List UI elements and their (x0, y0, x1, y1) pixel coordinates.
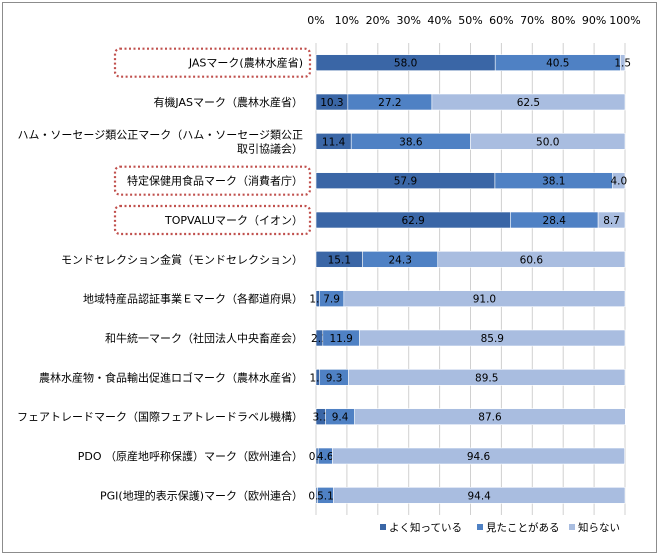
category-label: 農林水産物・食品輸出促進ロゴマーク（農林水産省） (39, 370, 303, 384)
data-label: 57.9 (394, 176, 417, 188)
legend-label: よく知っている (389, 521, 462, 534)
stacked-bar-chart: 0% 10% 20% 30% 40% 50% 60% 70% 80% 90% 100% 58.0 40… (17, 14, 641, 534)
bar-segment (333, 487, 626, 504)
category-label: モンドセレクション金賞（モンドセレクション） (61, 252, 303, 266)
bar-segment (348, 369, 626, 386)
data-label: 10.3 (320, 97, 343, 109)
data-label: 38.6 (399, 136, 423, 148)
bar-segment (437, 251, 626, 268)
bar-segment (470, 133, 626, 150)
data-label: 50.0 (536, 136, 559, 148)
data-label: 27.2 (378, 97, 401, 109)
data-label: 62.9 (401, 215, 424, 227)
data-label: 9.3 (326, 372, 343, 384)
data-label: 94.4 (467, 490, 491, 502)
x-tick-label: 10% (335, 14, 359, 27)
category-label: 取引協議会） (237, 141, 303, 155)
gridlines (315, 43, 626, 515)
category-label: ハム・ソーセージ類公正マーク（ハム・ソーセージ類公正 (17, 128, 303, 141)
bar-segment (620, 54, 626, 71)
x-axis-tick-labels: 0% 10% 20% 30% 40% 50% 60% 70% 80% 90% 100% (307, 14, 640, 27)
data-label: 85.9 (481, 333, 504, 345)
bar-segment (343, 290, 626, 307)
data-label: 4.6 (317, 451, 334, 463)
category-label: PDO （原産地呼称保護）マーク（欧州連合） (78, 449, 303, 463)
data-label: 62.5 (517, 97, 540, 109)
highlight-frame (113, 47, 312, 78)
data-label: 11.9 (329, 333, 352, 345)
x-tick-label: 30% (396, 14, 420, 27)
data-label: 11.4 (322, 136, 346, 148)
x-tick-label: 90% (582, 14, 606, 27)
bar-segment (612, 172, 626, 189)
category-labels: JASマーク(農林水産省) 有機JASマーク（農林水産省） ハム・ソーセージ類公正マ… (17, 47, 312, 502)
bars: 58.0 40.5 1.5 10.3 27.2 62.5 11.4 38.6 50.0 57.9 3… (308, 54, 631, 504)
data-label: 58.0 (394, 58, 417, 70)
data-label: 15.1 (328, 254, 351, 266)
x-tick-label: 70% (520, 14, 544, 27)
category-label: PGI(地理的表示保護)マーク（欧州連合） (100, 488, 303, 502)
bar-segment (359, 329, 626, 347)
category-label: 有機JASマーク（農林水産省） (153, 95, 303, 109)
data-label: 5.1 (317, 490, 334, 502)
legend-label: 知らない (578, 521, 620, 534)
x-tick-label: 80% (551, 14, 575, 27)
data-label: 24.3 (389, 254, 412, 266)
category-label: TOPVALUマーク（イオン） (164, 214, 303, 227)
data-label: 60.6 (520, 254, 544, 266)
bar-segment (354, 408, 626, 425)
legend-label: 見たことがある (486, 521, 560, 534)
data-label: 9.4 (332, 412, 349, 424)
bar-segment (332, 447, 625, 465)
legend-swatch (380, 524, 386, 530)
category-label: 地域特産品認証事業Ｅマーク（各都道府県） (83, 292, 303, 306)
data-label: 38.1 (542, 176, 565, 188)
legend-swatch (569, 524, 575, 530)
category-label: JASマーク(農林水産省) (188, 56, 303, 70)
data-label: 7.9 (323, 294, 340, 306)
data-label: 3.1 (312, 412, 329, 424)
bar-segment (431, 93, 626, 111)
x-tick-label: 60% (489, 14, 513, 27)
highlight-frame (113, 165, 312, 196)
highlight-frame (113, 204, 312, 236)
data-label: 91.0 (473, 294, 496, 306)
data-label: 40.5 (546, 58, 569, 70)
category-label: フェアトレードマーク（国際フェアトレードラベル機構） (17, 410, 303, 424)
x-tick-label: 100% (609, 14, 640, 27)
data-label: 28.4 (543, 215, 567, 227)
data-label: 87.6 (478, 412, 502, 424)
x-tick-label: 40% (427, 14, 451, 27)
data-label: 89.5 (475, 372, 498, 384)
category-label: 特定保健用食品マーク（消費者庁） (127, 174, 303, 188)
category-label: 和牛統一マーク（社団法人中央畜産会） (105, 331, 303, 345)
bar-segment (597, 211, 626, 229)
x-tick-label: 0% (307, 14, 324, 27)
legend-swatch (477, 524, 483, 530)
x-tick-label: 50% (458, 14, 482, 27)
data-label: 94.6 (467, 451, 491, 463)
data-label: 1.5 (614, 58, 631, 70)
data-label: 4.0 (610, 176, 627, 188)
data-label: 8.7 (603, 215, 620, 227)
legend: よく知っている 見たことがある 知らない (380, 521, 620, 534)
x-tick-label: 20% (366, 14, 390, 27)
